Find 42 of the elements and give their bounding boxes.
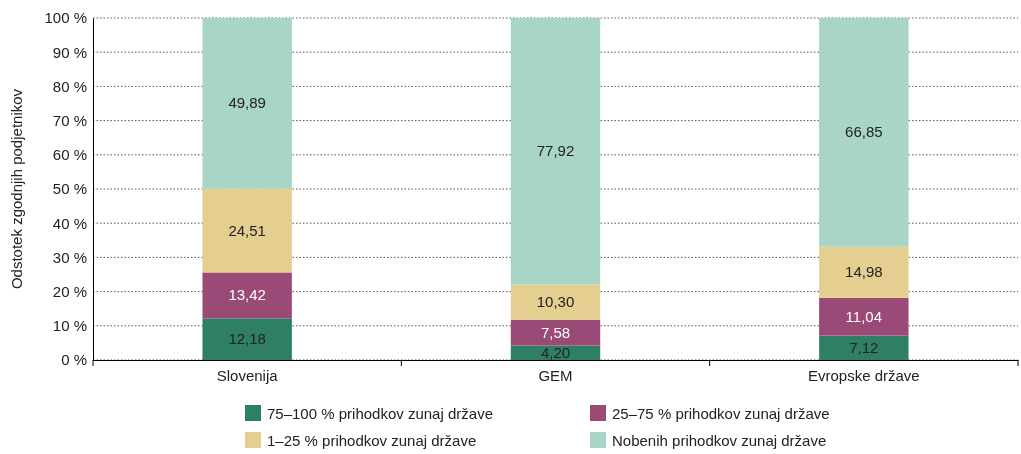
data-label: 77,92 — [536, 142, 575, 160]
data-label: 11,04 — [845, 307, 883, 325]
data-label: 24,51 — [228, 221, 266, 239]
y-tick-label: 30 % — [52, 248, 87, 266]
data-label: 49,89 — [228, 94, 266, 112]
y-tick-label: 50 % — [52, 180, 87, 198]
bar — [202, 188, 292, 273]
y-tick-label: 80 % — [52, 77, 87, 95]
data-label: 66,85 — [845, 123, 883, 141]
y-tick-label: 90 % — [52, 43, 87, 61]
data-label: 14,98 — [845, 263, 883, 281]
data-label: 7,58 — [540, 323, 571, 341]
bar — [819, 246, 909, 298]
bar — [510, 18, 601, 285]
legend-label: 75–100 % prihodkov zunaj države — [267, 405, 493, 422]
bar — [510, 284, 601, 320]
y-tick-label: 70 % — [52, 111, 87, 129]
bar — [202, 18, 292, 189]
legend-label: Nobenih prihodkov zunaj države — [612, 432, 827, 449]
bar — [202, 272, 292, 319]
y-axis-title: Odstotek zgodnjih podjetnikov — [8, 88, 25, 290]
y-tick-label: 40 % — [52, 214, 87, 232]
data-label: 10,30 — [536, 293, 575, 311]
bar — [202, 318, 292, 360]
y-tick-label: 100 % — [44, 9, 87, 27]
data-label: 13,42 — [228, 286, 266, 304]
y-tick-label: 20 % — [52, 282, 87, 300]
data-label: 12,18 — [228, 330, 266, 348]
data-label: 7,12 — [849, 338, 879, 356]
bar — [510, 319, 601, 346]
y-tick-label: 10 % — [52, 317, 87, 335]
bar — [819, 18, 909, 247]
legend-label: 1–25 % prihodkov zunaj države — [267, 432, 477, 449]
y-tick-label: 0 % — [61, 351, 87, 369]
x-tick-label: Slovenija — [216, 366, 279, 384]
x-tick-label: Evropske države — [807, 366, 920, 384]
data-label: 4,20 — [540, 343, 571, 361]
x-tick-label: GEM — [538, 366, 573, 384]
bar — [819, 297, 909, 336]
bar — [819, 335, 909, 360]
legend-label: 25–75 % prihodkov zunaj države — [612, 405, 830, 422]
y-tick-label: 60 % — [52, 146, 87, 164]
